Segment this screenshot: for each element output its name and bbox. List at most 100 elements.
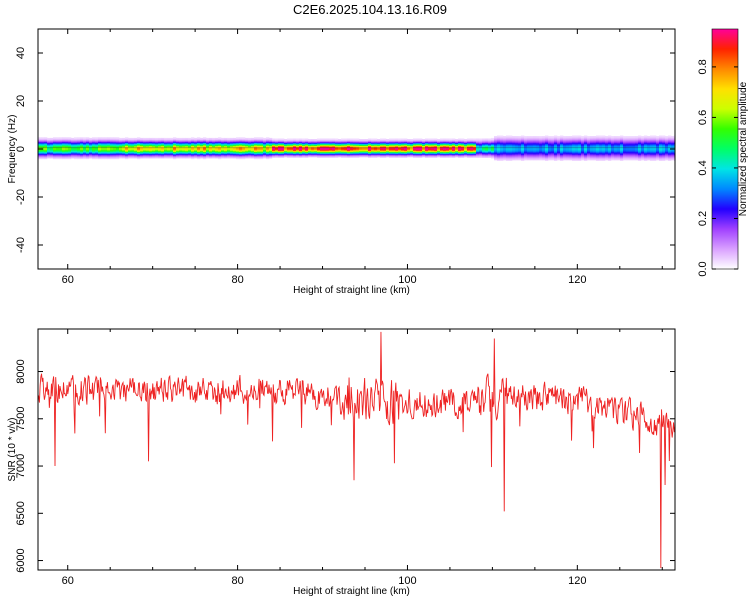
- spectrogram-cell: [236, 137, 240, 139]
- spectrogram-cell: [287, 138, 291, 140]
- spectrogram-cell: [185, 137, 189, 140]
- spectrogram-cell: [224, 137, 228, 140]
- spectrogram-cell: [293, 138, 297, 140]
- spectrogram-cell: [302, 138, 306, 140]
- spectrogram-cell: [449, 138, 453, 140]
- spectrogram-cell: [410, 139, 414, 141]
- spectrogram-cell: [401, 138, 405, 140]
- spectrogram-cell: [344, 138, 348, 140]
- spectrogram-cell: [116, 137, 120, 139]
- spectrogram-cell: [119, 137, 123, 140]
- spectrogram-cell: [473, 138, 477, 140]
- spectrogram-cell: [335, 138, 339, 140]
- spectrogram-cell: [272, 138, 276, 140]
- spectrogram-cell: [80, 137, 84, 139]
- spectrogram-cell: [158, 137, 162, 140]
- spectrogram-cell: [386, 139, 390, 141]
- spectrogram-cell: [95, 137, 99, 139]
- spectrogram-cell: [128, 137, 132, 140]
- spectrogram-cell: [164, 137, 168, 140]
- spectrogram-cell: [422, 139, 426, 141]
- spectrogram-cell: [257, 137, 261, 139]
- spectrogram-cell: [176, 137, 180, 140]
- spectrogram-cell: [89, 137, 93, 140]
- spectrogram-cell: [299, 138, 303, 140]
- spectrogram-cell: [374, 138, 378, 140]
- spectrogram-cell: [464, 139, 468, 141]
- spectrogram-cell: [392, 138, 396, 140]
- spectrogram-cell: [239, 137, 243, 139]
- spectrogram-cell: [71, 137, 75, 140]
- spectrogram-cell: [38, 137, 42, 139]
- spectrogram-cell: [488, 138, 492, 140]
- spectrogram-cell: [140, 137, 144, 140]
- spectrogram-cell: [413, 138, 417, 140]
- spectrogram-cell: [152, 137, 156, 140]
- spectrogram-cell: [404, 138, 408, 140]
- spectrogram-cell: [197, 137, 201, 139]
- spectrogram-cell: [245, 137, 249, 140]
- spectrogram-cell: [434, 138, 438, 140]
- spectrogram-cell: [317, 138, 321, 140]
- spectrogram-cell: [101, 137, 105, 139]
- spectrogram-cell: [275, 138, 279, 140]
- spectrogram-cell: [92, 137, 96, 139]
- spectrogram-cell: [209, 137, 213, 140]
- spectrogram-cell: [371, 138, 375, 140]
- spectrogram-cell: [356, 138, 360, 140]
- spectrogram-cell: [338, 139, 342, 141]
- spectrogram-cell: [206, 137, 210, 140]
- spectrogram-cell: [263, 137, 267, 140]
- spectrogram-cell: [326, 138, 330, 140]
- spectrogram-cell: [278, 138, 282, 140]
- spectrogram-cell: [425, 138, 429, 140]
- spectrogram-cell: [194, 137, 198, 140]
- spectrogram-cell: [383, 138, 387, 140]
- spectrogram-cell: [125, 137, 129, 139]
- spectrogram-cell: [458, 138, 462, 140]
- spectrogram-cell: [86, 137, 90, 139]
- spectrogram-cell: [254, 137, 258, 139]
- spectrogram-cell: [59, 137, 63, 139]
- spectrogram-cell: [485, 138, 489, 140]
- spectrogram-cell: [491, 137, 495, 140]
- spectrogram-cell: [146, 137, 150, 140]
- spectrogram-cell: [296, 138, 300, 140]
- spectrogram-cell: [53, 137, 57, 139]
- spectrogram-cell: [311, 139, 315, 141]
- spectrogram-cell: [284, 139, 288, 141]
- spectrogram-cell: [170, 137, 174, 140]
- spectrogram-cell: [308, 139, 312, 141]
- spectrogram-cell: [443, 138, 447, 140]
- spectrogram-cell: [134, 137, 138, 140]
- spectrogram-cell: [110, 137, 114, 139]
- spectrogram-cell: [470, 138, 474, 140]
- spectrogram-cell: [329, 138, 333, 140]
- spectrogram-cell: [359, 139, 363, 141]
- spectrogram-cell: [389, 138, 393, 140]
- spectrogram-cell: [269, 137, 273, 140]
- spectrogram-cell: [467, 138, 471, 140]
- figure-title: C2E6.2025.104.13.16.R09: [293, 2, 447, 17]
- spectrogram-cell: [44, 137, 48, 139]
- spectrogram-cell: [50, 137, 54, 140]
- spectrogram-cell: [221, 137, 225, 140]
- spectrogram-cell: [395, 138, 399, 140]
- spectrogram-cell: [179, 137, 183, 140]
- spectrogram-cells: [38, 135, 675, 161]
- spectrogram-cell: [290, 138, 294, 140]
- spectrogram-cell: [455, 139, 459, 141]
- spectrogram-cell: [68, 137, 72, 139]
- spectrogram-cell: [350, 138, 354, 140]
- spectrogram-cell: [353, 138, 357, 140]
- spectrogram-cell: [98, 137, 102, 139]
- spectrogram-cell: [461, 138, 465, 140]
- spectrogram-cell: [479, 138, 483, 140]
- spectrogram-cell: [47, 137, 51, 140]
- spectrogram-cell: [323, 138, 327, 140]
- spectrogram-cell: [446, 138, 450, 140]
- spectrogram-cell: [476, 138, 480, 140]
- spectrogram-cell: [122, 137, 126, 140]
